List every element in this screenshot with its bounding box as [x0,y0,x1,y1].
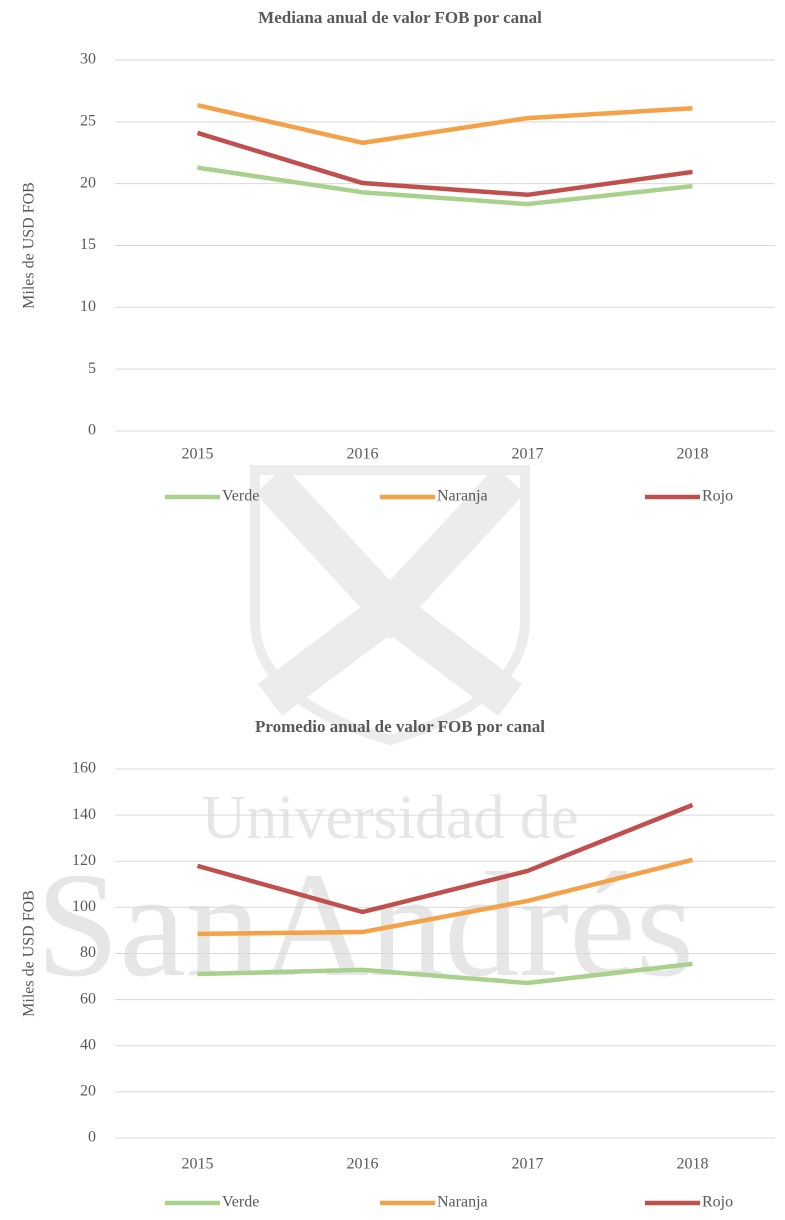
watermark: Universidad de SanAndrés [36,465,694,1008]
y-tick-label: 120 [72,852,96,869]
x-tick-label: 2018 [677,446,709,463]
y-tick-label: 15 [80,236,96,253]
y-tick-label: 30 [80,51,96,68]
chart-title: Mediana anual de valor FOB por canal [258,8,542,27]
x-tick-label: 2017 [512,446,544,463]
crest-cross [255,466,525,716]
legend-label: Rojo [702,488,733,505]
y-tick-label: 100 [72,898,96,915]
x-tick-label: 2018 [677,1156,709,1173]
y-tick-label: 20 [80,1083,96,1100]
crest [250,465,530,746]
legend-label: Naranja [437,488,488,505]
x-tick-label: 2017 [512,1156,544,1173]
y-tick-label: 20 [80,174,96,191]
y-tick-label: 80 [80,944,96,961]
y-tick-label: 0 [88,1129,96,1146]
y-tick-label: 140 [72,806,96,823]
chart-title: Promedio anual de valor FOB por canal [255,717,545,736]
y-tick-label: 0 [88,422,96,439]
legend-label: Rojo [702,1194,733,1211]
watermark-text: Universidad de [201,784,578,852]
x-tick-label: 2016 [347,446,379,463]
y-tick-label: 160 [72,760,96,777]
data-line [196,102,693,146]
legend-label: Verde [222,1194,259,1211]
y-axis-label: Miles de USD FOB [21,890,38,1017]
x-tick-label: 2015 [182,446,214,463]
legend-label: Naranja [437,1194,488,1211]
y-axis-label: Miles de USD FOB [21,182,38,309]
legend-label: Verde [222,488,259,505]
y-tick-label: 60 [80,990,96,1007]
data-line [197,165,693,207]
y-tick-label: 10 [80,298,96,315]
data-line [197,857,694,937]
x-tick-label: 2015 [182,1156,214,1173]
watermark-text: SanAndrés [36,842,694,1008]
y-tick-label: 40 [80,1036,96,1053]
y-tick-label: 5 [88,360,96,377]
data-line [196,130,693,198]
data-line [197,961,693,986]
y-tick-label: 25 [80,113,96,130]
x-tick-label: 2016 [347,1156,379,1173]
data-line [196,802,694,915]
